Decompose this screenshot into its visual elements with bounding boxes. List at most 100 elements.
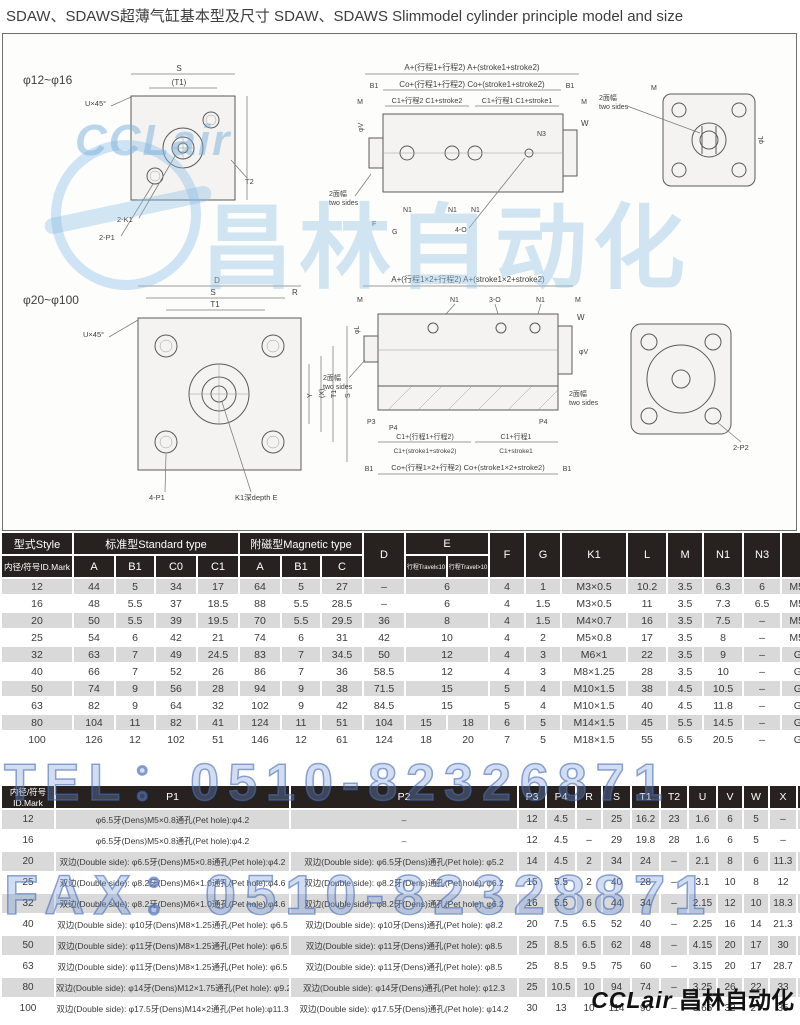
cell: 5: [526, 715, 561, 730]
col-header-n1: N1: [704, 533, 743, 577]
col-header-o: O: [782, 533, 800, 577]
cell: 双边(Double side): φ10牙(Dens)通孔(Pet hole):…: [291, 915, 517, 934]
cell: 22: [628, 647, 667, 662]
cell: –: [364, 579, 405, 594]
cell: 62: [603, 936, 630, 955]
cell: 10: [798, 852, 800, 871]
cell: 40: [603, 873, 630, 892]
cell: 8: [744, 873, 768, 892]
cell: 7: [282, 647, 320, 662]
cell: M14×1.5: [562, 715, 627, 730]
cell: 5.5: [282, 596, 320, 611]
cell: 40: [2, 664, 72, 679]
cell: 3.5: [668, 630, 703, 645]
port-callout: 2-P2: [733, 443, 749, 452]
cell: 30: [519, 999, 545, 1018]
dim-label: φL: [758, 135, 765, 144]
stroke-dim-label: Co+(行程1+行程2) Co+(stroke1+stroke2): [399, 79, 545, 89]
table-row: 100 双边(Double side): φ17.5牙(Dens)M14×2通孔(…: [2, 999, 800, 1018]
cell: M3×0.5: [562, 579, 627, 594]
cell: 双边(Double side): φ11牙(Dens)M8×1.25通孔(Pet…: [56, 957, 289, 976]
cell: 9: [116, 698, 154, 713]
cell: 74: [240, 630, 280, 645]
dim-label: M: [575, 297, 581, 304]
cell: M3×0.5: [562, 596, 627, 611]
cell: 104: [364, 715, 405, 730]
end-view-small: 2面幅 two sides M φL: [599, 85, 765, 187]
cell: 28: [661, 831, 687, 850]
dim-label: D: [214, 276, 220, 285]
cell: 22: [744, 978, 768, 997]
cell: 10: [798, 873, 800, 892]
cell: 28.5: [322, 596, 363, 611]
cell: 86: [240, 664, 280, 679]
cell: G1/8": [782, 647, 800, 662]
cell: 15: [406, 681, 489, 696]
cell: 63: [2, 957, 54, 976]
cell: M5×0.8: [562, 630, 627, 645]
dim-label: S: [176, 64, 181, 73]
cell: 25: [519, 957, 545, 976]
cell: 20: [2, 852, 54, 871]
cell: 5.5: [668, 715, 703, 730]
cell: 17: [744, 936, 768, 955]
cell: 9: [282, 698, 320, 713]
cell: 24: [632, 852, 659, 871]
cell: –: [798, 831, 800, 850]
cell: 25: [519, 936, 545, 955]
cell: –: [661, 999, 687, 1018]
cell: 80: [2, 715, 72, 730]
cell: 7.3: [704, 596, 743, 611]
cell: 8.5: [547, 936, 575, 955]
col-header-e: E: [406, 533, 489, 554]
cell: 24.5: [198, 647, 238, 662]
cell: 50: [364, 647, 405, 662]
cell: 4: [526, 698, 561, 713]
cell: 15: [406, 715, 447, 730]
cell: 5: [744, 810, 768, 829]
cell: 18: [406, 732, 447, 747]
col-header-p3: P3: [519, 786, 545, 808]
cell: 21: [198, 630, 238, 645]
table-body: 12 φ6.5牙(Dens)M5×0.8通孔(Pet hole):φ4.2–12 4…: [2, 810, 800, 1018]
cell: 7: [490, 732, 525, 747]
thread-callout: 2-K1: [117, 215, 133, 224]
cell: 3.1: [689, 873, 716, 892]
cell: –: [661, 873, 687, 892]
stroke-dim-label: C1+行程1 C1+stroke1: [482, 96, 553, 105]
dim-label: (T1): [172, 78, 187, 87]
col-header-style: 型式Style: [2, 533, 72, 554]
cell: M5×0.8: [782, 630, 800, 645]
stroke-dim-label: C1+行程1: [501, 432, 532, 441]
cell: 5: [490, 698, 525, 713]
cell: 7: [116, 664, 154, 679]
cell: M6×1: [562, 647, 627, 662]
col-header-mb1: B1: [282, 556, 320, 577]
cell: 26: [798, 978, 800, 997]
cell: 18.5: [198, 596, 238, 611]
cell: 6.5: [577, 936, 601, 955]
cell: 双边(Double side): φ6.5牙(Dens)通孔(Pet hole)…: [291, 852, 517, 871]
cell: 2: [526, 630, 561, 645]
table-row: 80 双边(Double side): φ14牙(Dens)M12×1.75通孔(…: [2, 978, 800, 997]
cell: 20: [519, 915, 545, 934]
col-header-e-le10: 行程Travel≤10: [406, 556, 447, 577]
cell: M4×0.7: [562, 613, 627, 628]
cell: 50: [2, 936, 54, 955]
cell: 7: [116, 647, 154, 662]
cell: –: [577, 810, 601, 829]
cell: –: [744, 715, 781, 730]
cell: 48: [74, 596, 114, 611]
cell: 5.5: [116, 596, 154, 611]
dim-label: B1: [563, 466, 572, 473]
cell: 74: [74, 681, 114, 696]
cell: 4: [490, 664, 525, 679]
cell: 5.5: [282, 613, 320, 628]
cell: 16: [2, 831, 54, 850]
dim-label: S: [210, 288, 215, 297]
cell: 8: [704, 630, 743, 645]
cell: –: [661, 936, 687, 955]
cell: 6: [718, 831, 742, 850]
cell: 146: [240, 732, 280, 747]
cell: 13: [547, 999, 575, 1018]
